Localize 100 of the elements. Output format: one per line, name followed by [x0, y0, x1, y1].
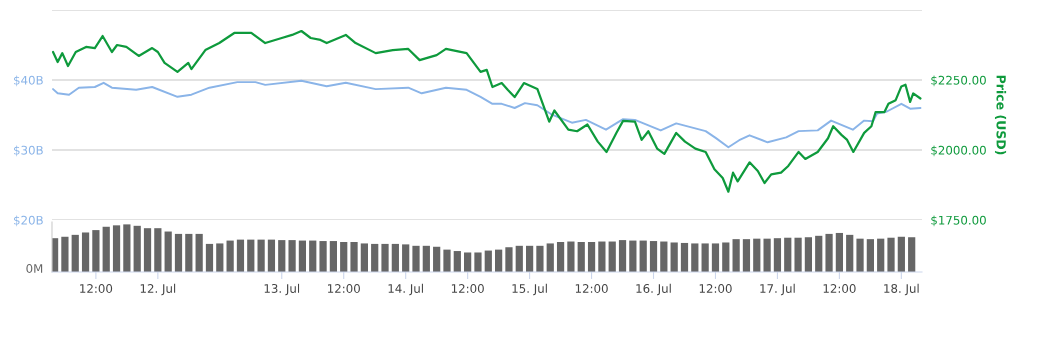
- bar: [443, 249, 451, 272]
- bar: [732, 239, 740, 272]
- x-tick-label: 13. Jul: [264, 283, 300, 296]
- bar: [742, 239, 751, 272]
- bar: [701, 243, 709, 272]
- y-tick-label: $40B: [14, 75, 43, 87]
- x-tick-label: 12:00: [575, 284, 608, 293]
- bar: [598, 241, 606, 272]
- bar: [133, 225, 141, 272]
- bar: [556, 242, 565, 272]
- bar: [474, 252, 482, 272]
- bar: [123, 224, 131, 272]
- bar: [649, 241, 658, 272]
- x-tick-label: 12. Jul: [140, 283, 176, 296]
- bar: [329, 241, 338, 272]
- bar: [815, 235, 823, 272]
- bar: [174, 233, 183, 272]
- bar: [143, 228, 152, 272]
- bar: [835, 232, 843, 272]
- bar: [71, 234, 79, 272]
- bar: [340, 242, 348, 272]
- bar: [825, 233, 833, 272]
- y2-tick-label: $2250.00: [931, 75, 986, 87]
- bar: [846, 234, 854, 272]
- bar: [205, 243, 214, 272]
- bar: [464, 252, 472, 272]
- bar: [391, 243, 399, 272]
- x-tick-label: 12:00: [699, 284, 732, 293]
- bar: [298, 240, 307, 272]
- bar: [784, 237, 792, 272]
- bar: [722, 242, 730, 272]
- bar: [92, 230, 100, 272]
- bar: [185, 233, 193, 272]
- bar: [381, 243, 389, 272]
- x-tick-label: 12:00: [328, 284, 360, 293]
- x-tick-label: 12:00: [451, 284, 484, 293]
- bar: [288, 240, 296, 272]
- bar: [484, 250, 492, 272]
- x-tick-label: 16. Jul: [636, 283, 671, 296]
- bar: [81, 232, 90, 272]
- bar: [525, 245, 534, 272]
- x-tick-label: 12:00: [80, 284, 113, 293]
- x-tick-label: 15. Jul: [512, 283, 547, 296]
- bar: [897, 236, 905, 272]
- bar: [618, 240, 627, 272]
- bar: [495, 249, 503, 272]
- bar: [267, 239, 276, 272]
- bar: [402, 244, 410, 272]
- bar: [505, 247, 513, 272]
- bar: [164, 231, 172, 272]
- bar: [908, 237, 916, 272]
- bar: [856, 238, 864, 272]
- bar: [360, 243, 368, 272]
- y-tick-label: $30B: [14, 145, 43, 157]
- bar: [629, 240, 637, 272]
- bar: [319, 241, 327, 272]
- text: 0M: [26, 264, 43, 273]
- bar: [804, 237, 813, 272]
- bar: [670, 242, 678, 272]
- bar: [866, 239, 874, 272]
- x-tick-label: 14. Jul: [388, 283, 423, 296]
- bar: [536, 245, 544, 272]
- x-tick-label: 18. Jul: [884, 283, 919, 296]
- bar: [257, 239, 265, 272]
- bar: [567, 241, 575, 272]
- bar: [422, 245, 430, 272]
- bar: [773, 238, 782, 272]
- bar: [154, 228, 162, 272]
- bar: [195, 233, 203, 272]
- bar: [412, 245, 420, 272]
- bar: [794, 237, 802, 272]
- bar: [887, 237, 895, 272]
- bar: [278, 240, 286, 272]
- y2-axis-title: Price (USD): [994, 75, 1007, 155]
- y2-tick-label: $1750.00: [931, 215, 986, 227]
- bar: [763, 238, 771, 272]
- bar: [587, 242, 596, 272]
- bar: [577, 242, 585, 272]
- bar: [226, 240, 234, 272]
- bar: [639, 240, 647, 272]
- bar: [515, 245, 523, 272]
- bar: [453, 251, 461, 272]
- bar: [546, 243, 554, 272]
- bar: [608, 241, 616, 272]
- bar: [350, 242, 358, 272]
- bar: [247, 239, 255, 272]
- bar: [112, 225, 121, 272]
- bar: [371, 243, 379, 272]
- bar: [691, 243, 699, 272]
- bar: [753, 238, 761, 272]
- bar: [660, 241, 668, 272]
- bar: [102, 226, 110, 272]
- bar: [216, 243, 224, 272]
- x-tick-label: 17. Jul: [760, 283, 795, 296]
- bar: [309, 240, 317, 272]
- bar: [711, 243, 720, 272]
- y-tick-label: $20B: [14, 215, 43, 227]
- y2-tick-label: $2000.00: [931, 145, 986, 157]
- bar: [433, 246, 441, 272]
- bar: [877, 238, 885, 272]
